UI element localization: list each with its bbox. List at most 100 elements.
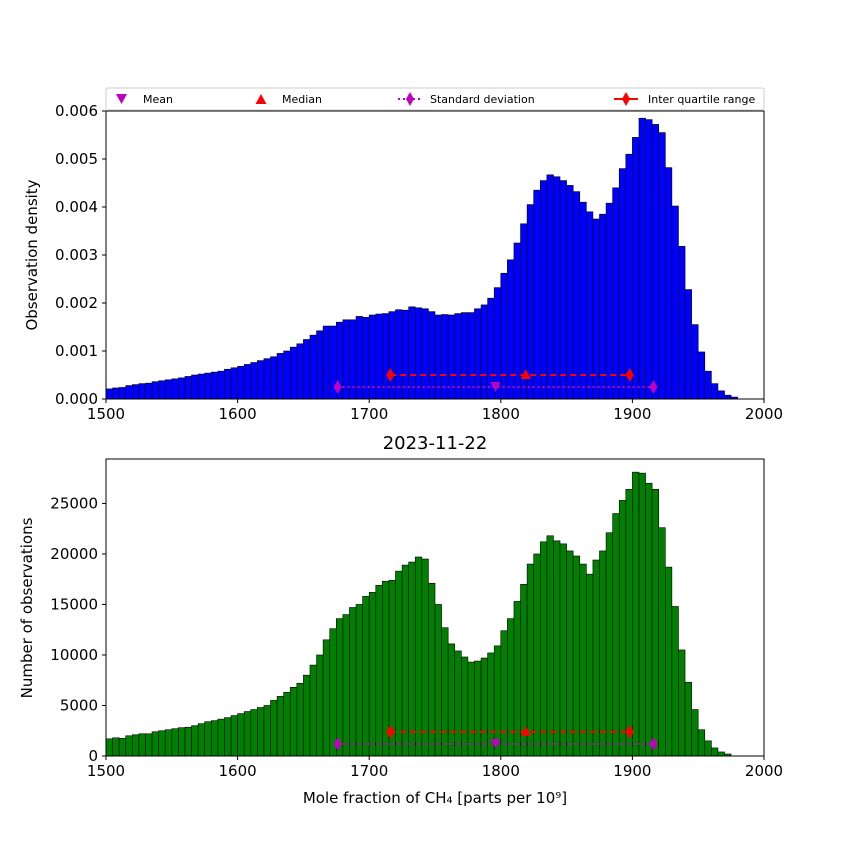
count-bar	[158, 730, 166, 757]
count-bar	[408, 561, 416, 757]
density-panel: 1500 1600 1700 1800 1900 2000 0.000 0.001 0.002…	[23, 102, 783, 423]
density-x-tick-label: 2000	[745, 405, 783, 423]
density-bar	[243, 364, 252, 400]
density-bar	[474, 308, 482, 400]
density-y-tick-label: 0.006	[55, 102, 98, 120]
density-bar	[612, 187, 620, 400]
iqr-legend-label: Inter quartile range	[648, 93, 755, 106]
density-bar	[257, 360, 265, 400]
count-bar	[553, 540, 561, 757]
density-mean-marker	[490, 382, 501, 392]
count-std-marker	[649, 736, 658, 751]
count-bar	[697, 729, 706, 757]
count-bar	[164, 729, 173, 757]
density-summary-markers	[333, 368, 658, 394]
count-bar	[151, 731, 159, 757]
count-bar	[658, 527, 666, 757]
count-axes-frame	[105, 458, 765, 757]
count-bar	[197, 723, 205, 757]
density-std-marker	[649, 380, 658, 394]
count-y-ticks: 0 5000 10000 15000 20000 25000	[50, 494, 106, 765]
legend-frame	[105, 87, 765, 111]
density-bar	[658, 132, 666, 400]
count-bar	[421, 558, 429, 757]
density-bar	[230, 367, 238, 400]
count-bar	[704, 740, 712, 757]
density-bar	[204, 372, 212, 400]
density-bar	[441, 314, 449, 400]
count-bar	[118, 738, 127, 757]
count-bar	[349, 607, 357, 757]
density-bar	[289, 346, 298, 400]
density-x-tick-label: 1700	[350, 405, 388, 423]
density-bar	[592, 218, 600, 400]
count-bar	[283, 692, 291, 757]
count-bar	[513, 601, 521, 757]
count-x-tick-label: 1800	[482, 762, 520, 780]
count-bar	[303, 674, 311, 757]
count-bar	[375, 584, 383, 757]
count-bar	[711, 747, 719, 757]
density-bar	[368, 314, 377, 400]
count-bar	[178, 727, 186, 757]
density-bar	[250, 362, 258, 400]
count-bar	[428, 582, 436, 757]
count-bar	[599, 550, 607, 757]
count-bar	[638, 472, 646, 757]
density-bar	[684, 289, 692, 400]
density-std-marker	[333, 380, 342, 394]
density-y-axis-label: Observation density	[23, 179, 41, 330]
density-bar	[191, 374, 199, 400]
count-bar	[539, 541, 548, 757]
count-bar	[145, 733, 153, 757]
density-bar	[638, 117, 646, 400]
count-bar	[296, 682, 304, 757]
density-bar	[651, 124, 660, 400]
density-bar	[586, 211, 594, 400]
density-x-ticks: 1500 1600 1700 1800 1900 2000	[87, 399, 783, 423]
density-bar	[697, 351, 706, 400]
density-bar	[158, 380, 166, 400]
count-bar	[329, 628, 337, 757]
count-bar	[678, 649, 686, 757]
count-bar	[210, 720, 219, 757]
count-bar	[414, 556, 423, 757]
count-bar	[191, 725, 199, 757]
density-bar	[171, 378, 179, 400]
count-bar	[316, 654, 324, 757]
density-bar	[237, 366, 245, 400]
count-summary-markers	[333, 724, 658, 751]
count-y-tick-label: 0	[88, 747, 98, 765]
density-bar	[283, 350, 291, 400]
count-bar	[184, 726, 192, 757]
density-bar	[526, 204, 534, 400]
count-bar	[263, 705, 271, 757]
count-bar	[579, 563, 587, 757]
count-bar	[691, 709, 699, 757]
count-bar	[309, 664, 317, 757]
count-bar	[257, 707, 265, 757]
density-bar	[388, 311, 396, 400]
count-bar	[467, 661, 475, 757]
median-legend-label: Median	[282, 93, 322, 106]
count-bar	[586, 573, 594, 757]
density-bar	[276, 353, 284, 400]
density-bar	[322, 325, 331, 400]
count-bar	[526, 563, 534, 757]
count-bar	[461, 656, 469, 757]
count-y-tick-label: 20000	[50, 545, 98, 563]
density-bar	[316, 330, 324, 400]
count-bar	[625, 489, 633, 757]
count-bar	[454, 650, 462, 757]
density-bar	[401, 309, 409, 400]
count-bar	[605, 532, 613, 757]
count-x-tick-label: 1900	[613, 762, 651, 780]
density-bar	[197, 373, 205, 400]
count-bar	[632, 471, 640, 757]
density-bar	[125, 385, 133, 400]
count-bar	[645, 482, 653, 757]
count-bar	[480, 657, 488, 757]
density-y-ticks: 0.000 0.001 0.002 0.003 0.004 0.005 0.006	[55, 102, 106, 408]
count-bar	[717, 751, 725, 757]
density-bar	[421, 308, 429, 400]
